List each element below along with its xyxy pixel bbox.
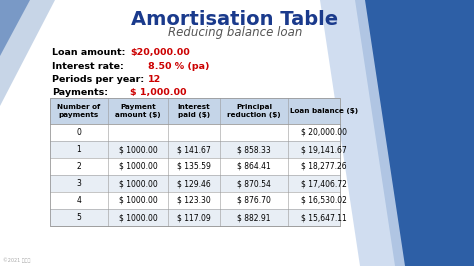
Text: Number of
payments: Number of payments bbox=[57, 104, 100, 118]
FancyBboxPatch shape bbox=[50, 158, 340, 175]
Text: Principal
reduction ($): Principal reduction ($) bbox=[227, 104, 281, 118]
Text: Loan amount:: Loan amount: bbox=[52, 48, 126, 57]
Text: Payment
amount ($): Payment amount ($) bbox=[115, 104, 161, 118]
Text: $ 117.09: $ 117.09 bbox=[177, 213, 211, 222]
Text: $ 1,000.00: $ 1,000.00 bbox=[130, 88, 186, 97]
Text: Periods per year:: Periods per year: bbox=[52, 75, 144, 84]
Text: $ 1000.00: $ 1000.00 bbox=[118, 213, 157, 222]
FancyBboxPatch shape bbox=[50, 124, 340, 141]
Text: $ 864.41: $ 864.41 bbox=[237, 162, 271, 171]
Text: Interest
paid ($): Interest paid ($) bbox=[178, 104, 210, 118]
Text: Loan balance ($): Loan balance ($) bbox=[290, 108, 358, 114]
Text: $ 123.30: $ 123.30 bbox=[177, 196, 211, 205]
Text: 12: 12 bbox=[148, 75, 161, 84]
Polygon shape bbox=[0, 0, 55, 106]
Text: Reducing balance loan: Reducing balance loan bbox=[168, 26, 302, 39]
Text: $ 882.91: $ 882.91 bbox=[237, 213, 271, 222]
Text: Interest rate:: Interest rate: bbox=[52, 62, 124, 71]
Text: $ 870.54: $ 870.54 bbox=[237, 179, 271, 188]
Polygon shape bbox=[0, 0, 30, 56]
FancyBboxPatch shape bbox=[50, 192, 340, 209]
Text: $ 19,141.67: $ 19,141.67 bbox=[301, 145, 347, 154]
Text: $ 15,647.11: $ 15,647.11 bbox=[301, 213, 347, 222]
FancyBboxPatch shape bbox=[50, 175, 340, 192]
Text: $ 1000.00: $ 1000.00 bbox=[118, 162, 157, 171]
Polygon shape bbox=[320, 0, 405, 266]
Text: $ 17,406.72: $ 17,406.72 bbox=[301, 179, 347, 188]
Text: $ 129.46: $ 129.46 bbox=[177, 179, 211, 188]
Text: 8.50 % (pa): 8.50 % (pa) bbox=[148, 62, 210, 71]
Text: Payments:: Payments: bbox=[52, 88, 108, 97]
Text: $ 1000.00: $ 1000.00 bbox=[118, 196, 157, 205]
Text: ©2021 动画吧: ©2021 动画吧 bbox=[3, 257, 30, 263]
Text: $20,000.00: $20,000.00 bbox=[130, 48, 190, 57]
Text: $ 20,000.00: $ 20,000.00 bbox=[301, 128, 347, 137]
Text: $ 858.33: $ 858.33 bbox=[237, 145, 271, 154]
FancyBboxPatch shape bbox=[50, 209, 340, 226]
Text: $ 18,277.26: $ 18,277.26 bbox=[301, 162, 347, 171]
Text: 1: 1 bbox=[77, 145, 82, 154]
Text: $ 1000.00: $ 1000.00 bbox=[118, 145, 157, 154]
Text: 4: 4 bbox=[77, 196, 82, 205]
Text: 5: 5 bbox=[77, 213, 82, 222]
Text: $ 135.59: $ 135.59 bbox=[177, 162, 211, 171]
Text: 3: 3 bbox=[77, 179, 82, 188]
Text: $ 16,530.02: $ 16,530.02 bbox=[301, 196, 347, 205]
Text: $ 876.70: $ 876.70 bbox=[237, 196, 271, 205]
Text: 2: 2 bbox=[77, 162, 82, 171]
Text: $ 141.67: $ 141.67 bbox=[177, 145, 211, 154]
FancyBboxPatch shape bbox=[50, 98, 340, 124]
Text: Amortisation Table: Amortisation Table bbox=[131, 10, 338, 29]
Polygon shape bbox=[355, 0, 474, 266]
FancyBboxPatch shape bbox=[50, 141, 340, 158]
Text: 0: 0 bbox=[77, 128, 82, 137]
Text: $ 1000.00: $ 1000.00 bbox=[118, 179, 157, 188]
